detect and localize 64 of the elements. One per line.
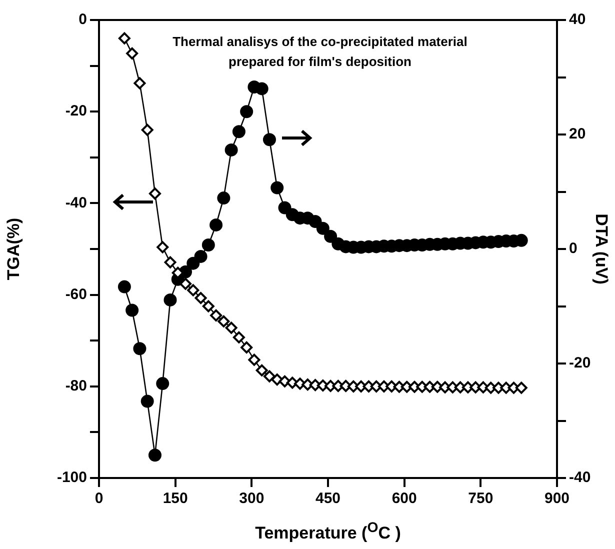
- point: [118, 280, 131, 294]
- point: [186, 256, 200, 270]
- point: [194, 292, 207, 304]
- point: [232, 125, 246, 138]
- x-tick-label: 0: [94, 490, 104, 508]
- point: [263, 370, 276, 382]
- point: [316, 222, 330, 235]
- point: [126, 47, 138, 60]
- y2-tick-label: -40: [569, 469, 591, 486]
- x-tick-label: 900: [544, 490, 570, 508]
- point: [187, 284, 200, 296]
- x-tick-label: 600: [392, 490, 417, 508]
- point: [270, 181, 284, 194]
- point: [210, 309, 222, 322]
- point: [148, 188, 161, 200]
- y-tick-label: -20: [65, 102, 87, 120]
- x-tick-label: 750: [468, 490, 494, 508]
- y2-tick-label: 40: [569, 11, 586, 28]
- point: [255, 82, 268, 96]
- point: [133, 342, 146, 356]
- point: [194, 250, 208, 263]
- point: [218, 315, 230, 328]
- point: [156, 377, 170, 390]
- point: [217, 192, 230, 205]
- y2-tick-label: 0: [569, 240, 578, 258]
- y2-axis-title: DTA (uV): [592, 214, 612, 284]
- point: [515, 382, 528, 394]
- point: [118, 32, 130, 44]
- point: [134, 77, 146, 90]
- y2-tick-label: -20: [569, 354, 591, 372]
- point: [148, 448, 162, 462]
- y-tick-label: -60: [65, 286, 87, 303]
- point: [202, 300, 214, 312]
- point: [224, 143, 238, 156]
- point: [126, 304, 139, 317]
- point: [262, 133, 276, 146]
- point: [278, 375, 291, 388]
- y-tick-label: -40: [65, 194, 87, 212]
- point: [210, 218, 223, 232]
- point: [271, 374, 284, 386]
- point: [240, 341, 253, 354]
- point: [232, 331, 245, 344]
- y-tick-label: -100: [56, 469, 87, 486]
- point: [180, 278, 192, 290]
- y-tick-label: -80: [65, 378, 87, 395]
- point: [225, 322, 238, 334]
- point: [202, 238, 215, 252]
- x-axis-title: Temperature ($^{O}$C ): [254, 520, 402, 544]
- x-tick-label: 150: [162, 490, 188, 508]
- x-tick-label: 450: [315, 490, 341, 508]
- point: [141, 124, 154, 136]
- text: Thermal analisys of the co-precipitated material prepared for film's deposition: [172, 33, 468, 71]
- y-axis-title: TGA(%): [4, 218, 23, 280]
- point: [240, 105, 254, 118]
- point: [156, 241, 169, 254]
- y2-tick-label: 20: [569, 126, 586, 143]
- x-tick-label: 300: [239, 490, 264, 508]
- point: [256, 364, 268, 376]
- point: [164, 293, 177, 306]
- point: [248, 354, 260, 366]
- point: [140, 394, 154, 408]
- point: [164, 256, 176, 268]
- point: [324, 230, 338, 243]
- y-tick-label: 0: [78, 11, 87, 28]
